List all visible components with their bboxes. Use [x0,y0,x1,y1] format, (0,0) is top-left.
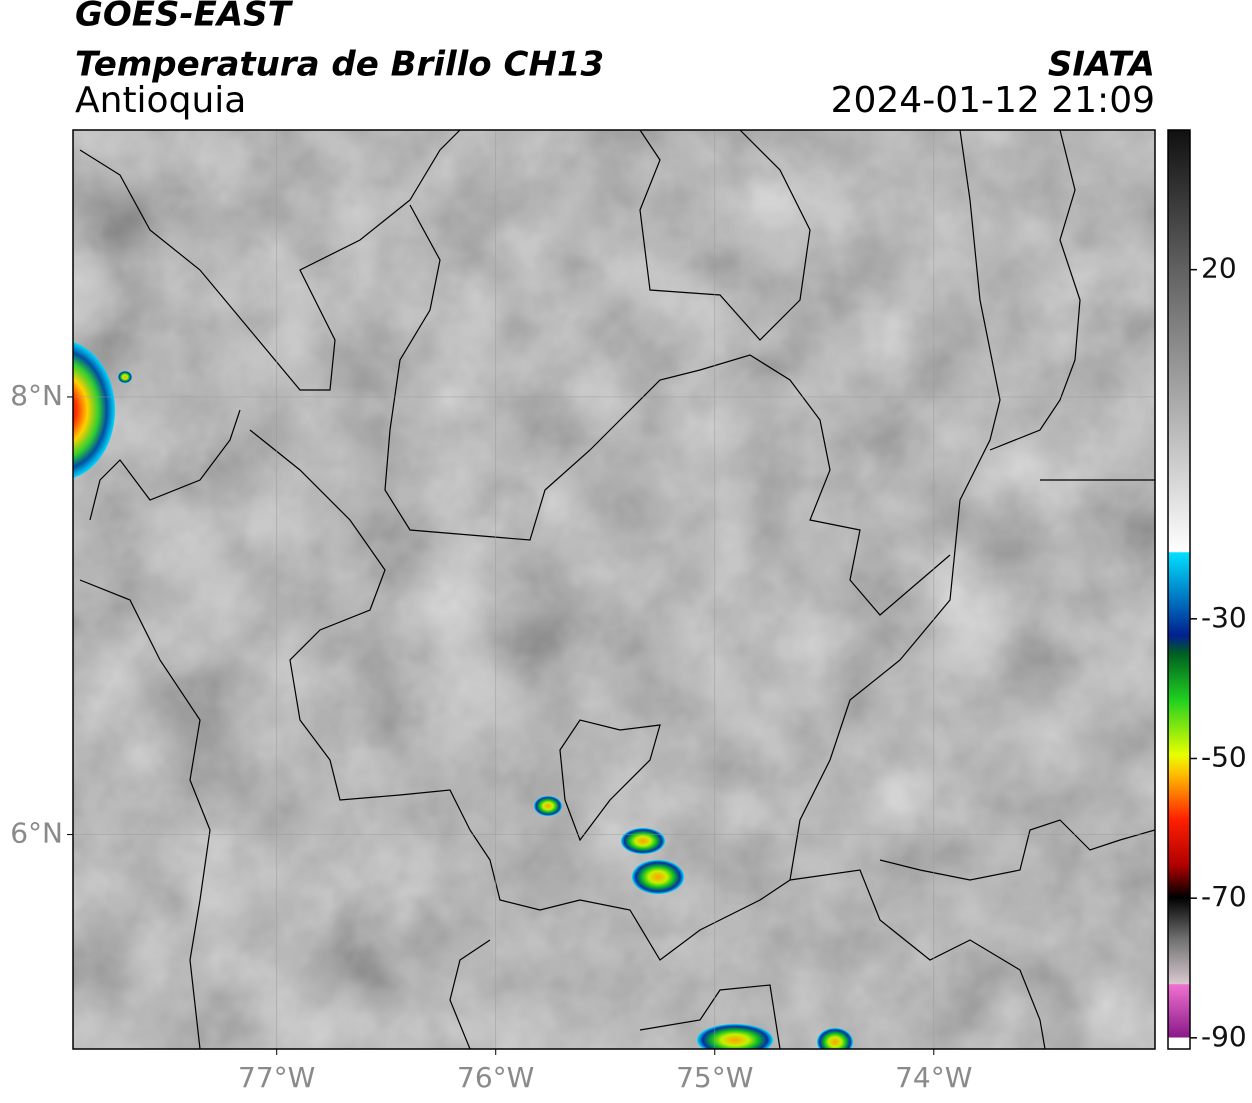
region-title: Antioquia [75,80,246,121]
storm-cell [73,342,115,478]
y-tick-label: 6°N [10,817,63,850]
storm-cell [621,828,665,854]
colorbar-label: 20 [1201,252,1237,285]
colorbar-label: -50 [1201,740,1247,773]
x-tick-label: 76°W [457,1061,534,1094]
product-title: Temperatura de Brillo CH13 [75,45,604,85]
graticule [73,130,1155,1049]
source-title: SIATA [1048,45,1155,85]
colorbar-label: -90 [1201,1020,1247,1053]
satellite-title: GOES-EAST [75,0,294,35]
colorbar [1167,129,1191,1050]
storm-cell [534,796,562,816]
x-tick-label: 77°W [238,1061,315,1094]
storm-cell [697,1024,773,1049]
satellite-image [73,130,1155,1049]
datetime: 2024-01-12 21:09 [831,80,1155,121]
cloud-field [73,130,1155,1049]
colorbar-label: -70 [1201,880,1247,913]
x-tick-label: 74°W [895,1061,972,1094]
shade [73,130,1155,1049]
storm-cell [118,371,132,383]
borders [79,130,1155,1049]
y-tick-label: 8°N [10,379,63,412]
x-tick-label: 75°W [676,1061,753,1094]
storm-cell [817,1028,853,1049]
storm-cell [632,860,684,894]
colorbar-label: -30 [1201,601,1247,634]
map-frame [72,129,1156,1050]
